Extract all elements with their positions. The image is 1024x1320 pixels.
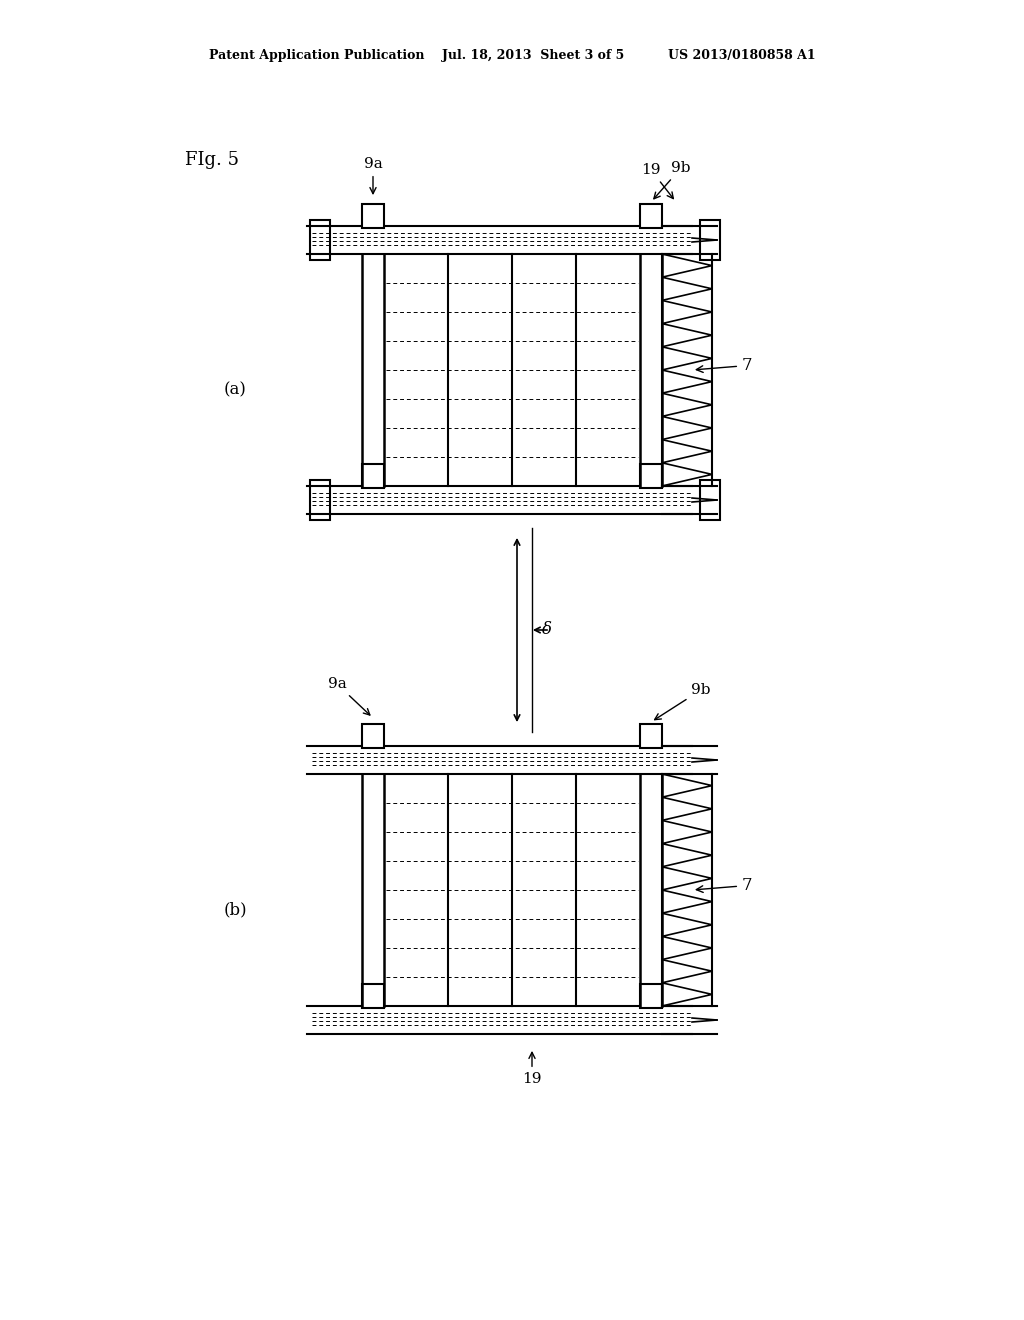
Text: 7: 7 xyxy=(696,356,753,374)
Bar xyxy=(640,465,662,488)
Bar xyxy=(362,205,384,228)
Text: 9b: 9b xyxy=(654,161,691,199)
Text: 9a: 9a xyxy=(328,677,370,715)
Bar xyxy=(310,480,330,520)
Bar xyxy=(700,480,720,520)
Bar xyxy=(640,723,662,748)
Text: Patent Application Publication    Jul. 18, 2013  Sheet 3 of 5          US 2013/0: Patent Application Publication Jul. 18, … xyxy=(209,49,815,62)
Bar xyxy=(310,220,330,260)
Bar xyxy=(700,220,720,260)
Text: (b): (b) xyxy=(223,902,247,919)
Bar xyxy=(362,983,384,1008)
Bar xyxy=(362,465,384,488)
Bar xyxy=(362,723,384,748)
Text: 7: 7 xyxy=(696,876,753,894)
Text: δ: δ xyxy=(542,622,552,639)
Bar xyxy=(640,205,662,228)
Text: 19: 19 xyxy=(522,1052,542,1086)
Text: (a): (a) xyxy=(223,381,247,399)
Text: 9a: 9a xyxy=(364,157,382,194)
Text: FIg. 5: FIg. 5 xyxy=(185,150,239,169)
Text: 19: 19 xyxy=(641,162,674,198)
Bar xyxy=(640,983,662,1008)
Text: 9b: 9b xyxy=(654,682,711,719)
